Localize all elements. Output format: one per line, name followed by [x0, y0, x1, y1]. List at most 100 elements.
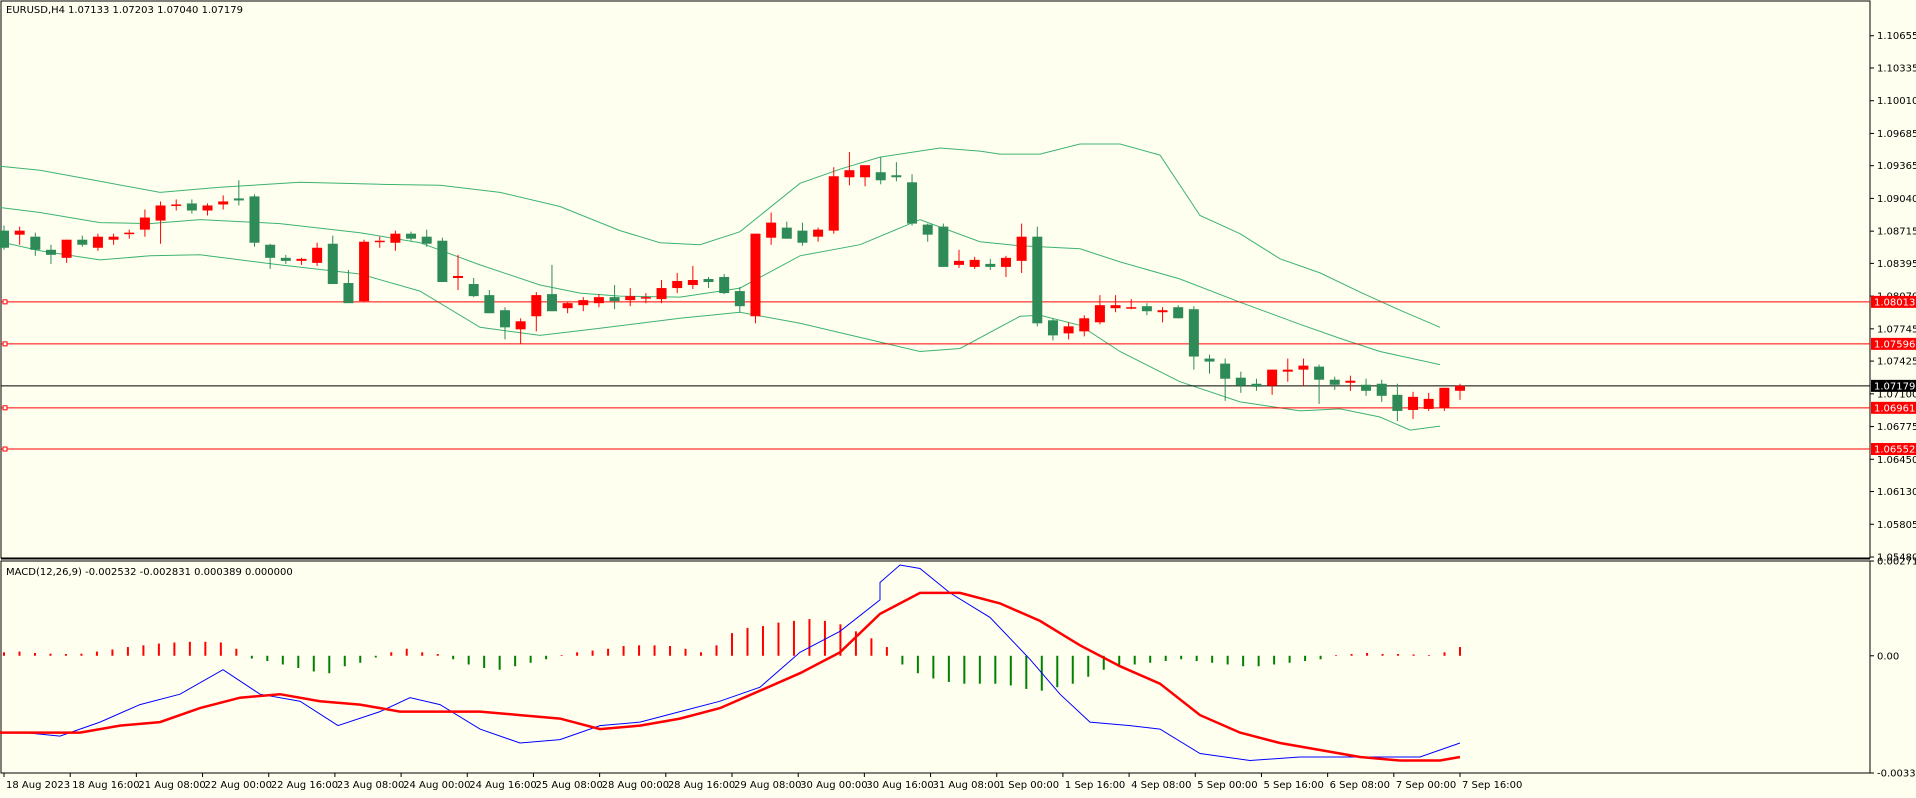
candle-body [30, 236, 41, 250]
candle-body [1094, 305, 1105, 323]
level-price-tag [1871, 337, 1916, 350]
candle [1235, 371, 1246, 393]
candle-body [860, 165, 871, 178]
candle-body [531, 295, 542, 317]
price-tick-label: 1.10335 [1877, 63, 1916, 74]
candle-body [813, 229, 824, 237]
time-tick-label: 29 Aug 08:00 [734, 780, 801, 791]
candle-body [578, 300, 589, 306]
time-tick-label: 7 Sep 16:00 [1462, 780, 1522, 791]
candle-body [1016, 236, 1027, 261]
candle [922, 223, 933, 242]
candle-body [546, 294, 557, 312]
price-tick-label: 1.07100 [1877, 389, 1916, 400]
candle-body [1298, 365, 1309, 370]
time-tick-label: 1 Sep 00:00 [999, 780, 1059, 791]
candle [609, 285, 620, 310]
candle [1298, 358, 1309, 386]
price-tick-label: 1.10010 [1877, 96, 1916, 107]
candle [1079, 315, 1090, 337]
candle-body [1220, 363, 1231, 379]
price-tick-label: 1.06130 [1877, 487, 1916, 498]
candle [1251, 378, 1262, 391]
candle-body [797, 230, 808, 243]
time-tick-label: 18 Aug 16:00 [72, 780, 139, 791]
candle [108, 233, 119, 245]
candle-body [781, 227, 792, 239]
candle [1016, 223, 1027, 273]
macd-tick-label: 0.002715 [1877, 557, 1916, 568]
candle [14, 226, 25, 245]
candle-body [453, 275, 464, 278]
candle-body [844, 170, 855, 178]
candle [61, 239, 72, 263]
candle [359, 239, 370, 303]
candle [1204, 354, 1215, 374]
candle-body [891, 175, 902, 178]
candle [954, 249, 965, 268]
candle [1173, 305, 1184, 319]
candle [30, 232, 41, 256]
candle [687, 265, 698, 290]
candle-body [1439, 387, 1450, 408]
level-marker [2, 405, 8, 411]
candle [828, 167, 839, 234]
candle-body [1345, 380, 1356, 383]
time-tick-label: 22 Aug 00:00 [205, 780, 272, 791]
time-tick-label: 22 Aug 16:00 [271, 780, 338, 791]
time-tick-label: 7 Sep 00:00 [1396, 780, 1456, 791]
price-tick-label: 1.07745 [1877, 324, 1916, 335]
candle-body [280, 257, 291, 261]
candle [781, 221, 792, 239]
candle [1267, 369, 1278, 395]
candle-body [969, 259, 980, 267]
candle [578, 297, 589, 312]
candle-body [202, 205, 213, 211]
candle [390, 230, 401, 251]
candle [155, 201, 166, 244]
bollinger-lower-band [0, 241, 1441, 431]
candle [750, 233, 761, 324]
level-price-label: 1.08013 [1874, 297, 1915, 308]
candle-body [907, 182, 918, 224]
candle-body [249, 196, 260, 243]
candle-body [922, 224, 933, 235]
candle-body [625, 296, 636, 301]
candle-body [1204, 358, 1215, 362]
price-tick-label: 1.06450 [1877, 455, 1916, 466]
candle [202, 203, 213, 216]
candle-body [1267, 369, 1278, 386]
time-tick-label: 30 Aug 00:00 [800, 780, 867, 791]
candle [1282, 358, 1293, 382]
candle [703, 276, 714, 289]
candle [92, 233, 103, 251]
candle-body [609, 297, 620, 302]
time-tick-label: 1 Sep 16:00 [1065, 780, 1125, 791]
price-axis: 1.10655 1.10335 1.10010 1.09685 1.09365 1.090… [1870, 31, 1916, 564]
candle [249, 194, 260, 247]
candle-body [359, 241, 370, 302]
price-levels: 1.08013 1.07596 1.06961 1.06552 [1, 295, 1916, 456]
candle-body [703, 278, 714, 283]
candle [1032, 226, 1043, 327]
candle [468, 277, 479, 298]
candle-body [750, 233, 761, 317]
candle-body [421, 236, 432, 244]
time-tick-label: 6 Sep 08:00 [1330, 780, 1390, 791]
candle-body [1141, 306, 1152, 312]
candle [171, 199, 182, 211]
candle [907, 174, 918, 226]
candle-body [139, 217, 150, 230]
candle-body [499, 310, 510, 328]
level-price-label: 1.07596 [1874, 339, 1915, 350]
candle [515, 318, 526, 344]
time-tick-label: 23 Aug 08:00 [337, 780, 404, 791]
ohlc-values: 1.07133 1.07203 1.07040 1.07179 [68, 5, 243, 16]
candle [484, 290, 495, 314]
candle [656, 280, 667, 304]
candle-body [343, 283, 354, 304]
price-tick-label: 1.08395 [1877, 259, 1916, 270]
candle-body [45, 249, 56, 255]
candle [813, 227, 824, 242]
